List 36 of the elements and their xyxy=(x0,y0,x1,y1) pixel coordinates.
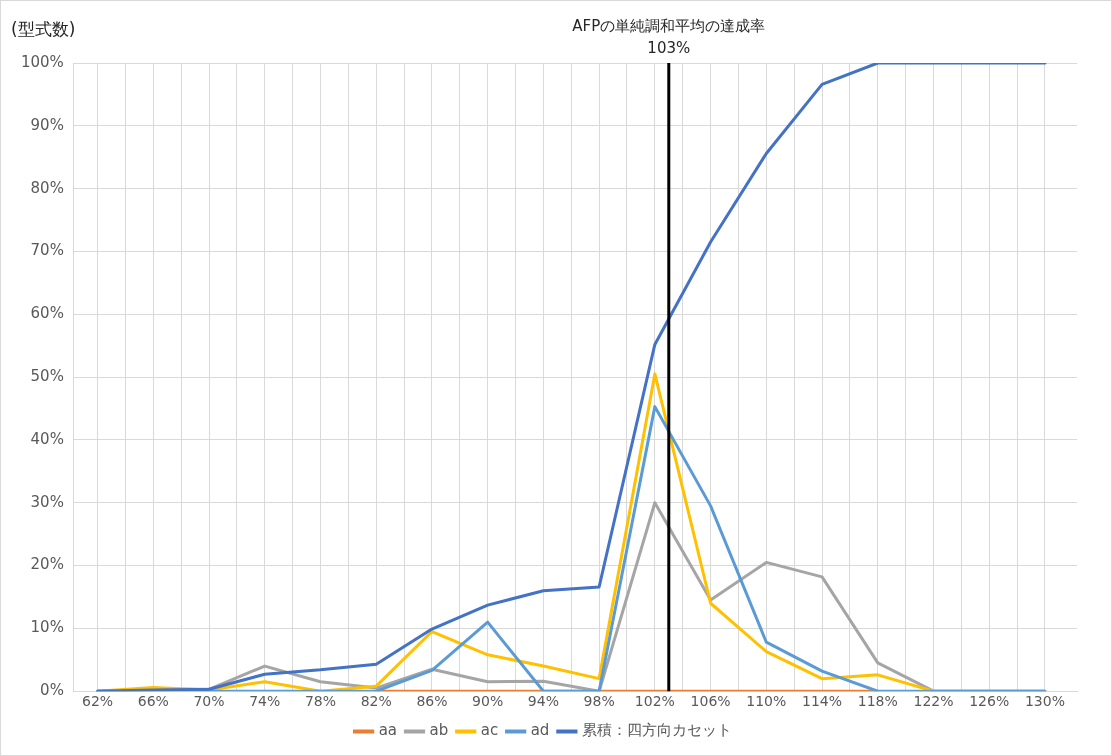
x-tick-label: 106% xyxy=(690,693,731,710)
x-tick-label: 74% xyxy=(249,693,281,710)
x-tick-label: 98% xyxy=(583,693,615,710)
y-axis-title: (型式数) xyxy=(11,19,76,40)
x-tick-label: 62% xyxy=(82,693,114,710)
x-tick-label: 82% xyxy=(360,693,392,710)
y-tick-label: 20% xyxy=(30,555,64,574)
y-tick-label: 60% xyxy=(30,304,64,323)
y-tick-label: 0% xyxy=(40,681,64,700)
legend-label: ab xyxy=(429,721,449,740)
x-tick-label: 90% xyxy=(472,693,504,710)
x-tick-label: 66% xyxy=(137,693,169,710)
legend-label: ad xyxy=(530,721,550,740)
y-tick-label: 40% xyxy=(30,429,64,448)
x-tick-label: 94% xyxy=(527,693,559,710)
y-tick-label: 80% xyxy=(30,178,64,197)
legend-label: ac xyxy=(480,721,499,740)
y-tick-label: 50% xyxy=(30,366,64,385)
x-tick-label: 126% xyxy=(969,693,1010,710)
y-tick-label: 10% xyxy=(30,618,64,637)
x-tick-label: 78% xyxy=(304,693,337,710)
x-tick-label: 118% xyxy=(857,693,898,710)
x-tick-label: 102% xyxy=(634,693,675,710)
y-tick-label: 90% xyxy=(30,115,64,134)
y-tick-label: 30% xyxy=(30,492,64,511)
x-tick-label: 70% xyxy=(193,693,225,710)
y-tick-label: 100% xyxy=(20,52,64,71)
legend-label: aa xyxy=(378,721,398,740)
legend-label: 累積：四方向カセット xyxy=(581,721,732,740)
x-tick-label: 114% xyxy=(802,693,843,710)
x-tick-label: 130% xyxy=(1024,693,1065,710)
ref-line-label: AFPの単純調和平均の達成率 103% xyxy=(572,17,766,58)
y-tick-label: 70% xyxy=(30,241,64,260)
x-tick-label: 122% xyxy=(913,693,954,710)
x-tick-label: 110% xyxy=(746,693,787,710)
x-tick-label: 86% xyxy=(416,693,448,710)
